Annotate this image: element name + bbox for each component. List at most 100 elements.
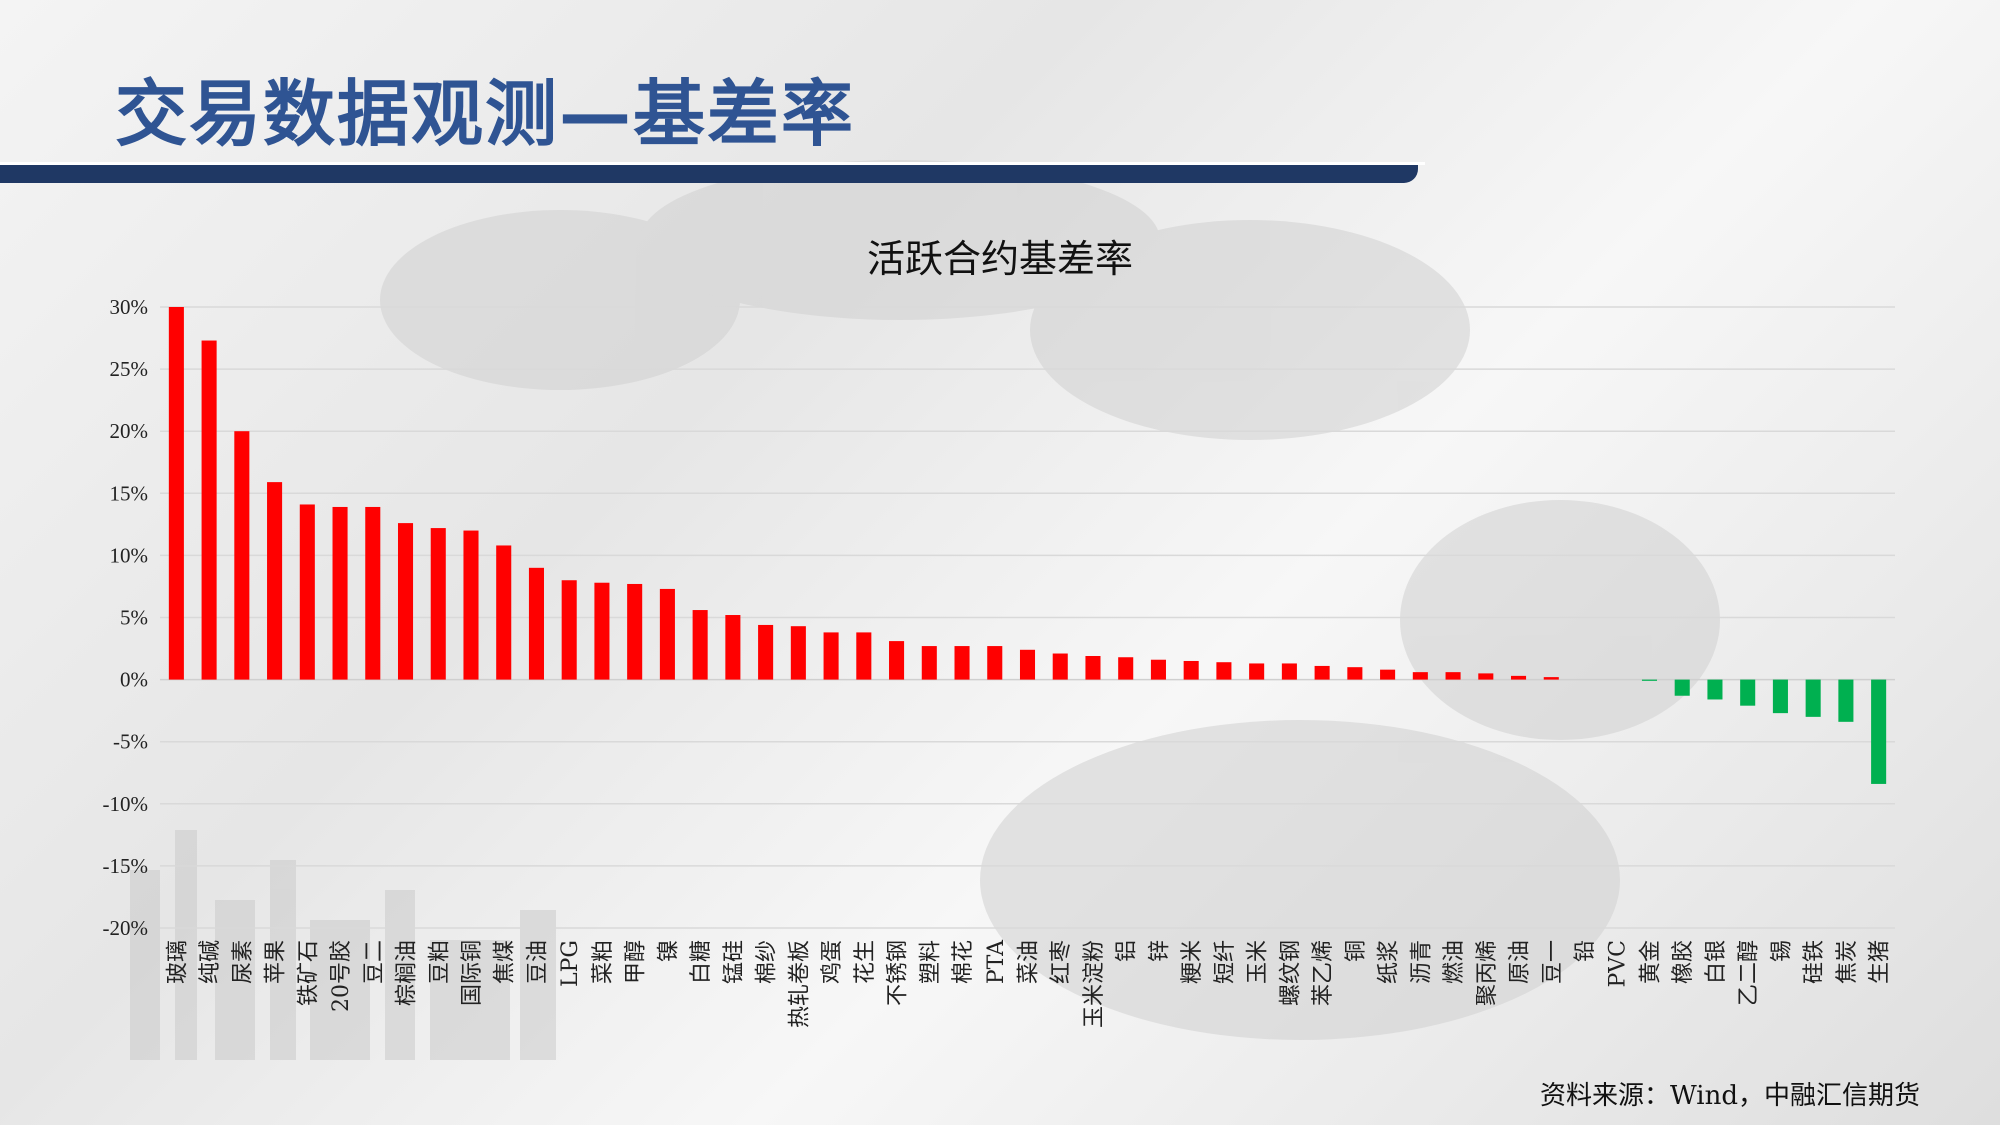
bar-焦炭	[1838, 679, 1854, 722]
x-tick-label: 不锈钢	[886, 940, 911, 1006]
bar-纸浆	[1380, 669, 1396, 680]
y-tick-label: 5%	[120, 606, 148, 630]
y-tick-label: -20%	[103, 916, 149, 940]
bar-硅铁	[1805, 679, 1821, 717]
bar-豆粕	[430, 528, 446, 680]
x-tick-label: 苹果	[264, 940, 289, 984]
x-tick-label: 焦煤	[493, 940, 518, 984]
x-tick-label: 玻璃	[165, 940, 190, 984]
bar-LPG	[561, 580, 577, 680]
bar-沥青	[1412, 672, 1428, 680]
bar-豆二	[365, 506, 381, 680]
title-underline-bar	[0, 165, 1418, 183]
bar-橡胶	[1674, 679, 1690, 696]
bar-生猪	[1871, 679, 1887, 784]
x-tick-label: 棉花	[951, 940, 976, 984]
x-tick-label: 豆二	[362, 940, 387, 984]
y-tick-label: 10%	[110, 543, 149, 567]
x-tick-label: 棉纱	[755, 940, 780, 984]
bar-铜	[1347, 667, 1363, 680]
y-tick-label: -15%	[103, 854, 149, 878]
bar-菜粕	[594, 582, 610, 680]
x-tick-label: 尿素	[231, 940, 256, 984]
bar-原油	[1511, 675, 1527, 680]
y-tick-label: -5%	[113, 730, 148, 754]
bar-苹果	[267, 482, 283, 680]
bar-棕榈油	[397, 523, 414, 680]
x-tick-label: 铝	[1115, 940, 1140, 962]
bar-粳米	[1183, 660, 1199, 680]
x-tick-label: 沥青	[1409, 940, 1434, 984]
bar-镍	[659, 588, 675, 680]
x-tick-label: 生猪	[1868, 940, 1893, 984]
x-tick-label: 螺纹钢	[1278, 940, 1303, 1006]
x-tick-label: 铁矿石	[296, 940, 321, 1006]
x-tick-label: 硅铁	[1802, 940, 1827, 984]
bar-白糖	[692, 610, 708, 680]
x-tick-label: 豆油	[525, 940, 550, 984]
x-tick-label: 短纤	[1213, 940, 1238, 984]
x-tick-label: 红枣	[1049, 940, 1074, 984]
bar-花生	[856, 632, 872, 680]
x-tick-label: 苯乙烯	[1311, 940, 1336, 1006]
bar-燃油	[1445, 672, 1461, 680]
bar-玉米淀粉	[1085, 656, 1101, 680]
bar-苯乙烯	[1314, 665, 1330, 680]
x-tick-label: 锡	[1769, 940, 1794, 962]
bar-豆一	[1543, 677, 1559, 680]
x-tick-label: 热轧卷板	[787, 940, 812, 1028]
bar-乙二醇	[1740, 679, 1756, 706]
x-tick-label: 玉米	[1246, 940, 1271, 984]
x-tick-label: 粳米	[1180, 940, 1205, 984]
y-tick-label: 0%	[120, 668, 148, 692]
bar-菜油	[1019, 649, 1036, 680]
bar-黄金	[1641, 679, 1658, 681]
page-title: 交易数据观测—基差率	[115, 72, 856, 156]
y-tick-label: 15%	[110, 481, 149, 505]
x-tick-label: 铅	[1573, 940, 1598, 962]
y-tick-label: 20%	[110, 419, 149, 443]
bar-铝	[1118, 657, 1134, 680]
bar-锡	[1772, 679, 1788, 714]
x-tick-label: 国际铜	[460, 940, 485, 1006]
x-tick-label: 原油	[1508, 940, 1533, 984]
bar-锌	[1150, 659, 1166, 680]
bar-PTA	[987, 646, 1003, 680]
x-tick-label: 棕榈油	[395, 940, 420, 1006]
bars	[168, 307, 1887, 784]
x-tick-label: 铜	[1344, 940, 1369, 962]
bar-纯碱	[201, 340, 217, 680]
bar-鸡蛋	[823, 632, 839, 680]
bar-螺纹钢	[1281, 663, 1297, 680]
bar-甲醇	[627, 583, 643, 680]
x-tick-label: 豆一	[1540, 940, 1565, 984]
bar-铁矿石	[299, 504, 315, 680]
bar-棉纱	[758, 624, 774, 680]
x-tick-label: 锰硅	[722, 940, 747, 984]
x-tick-label: 甲醇	[624, 940, 649, 984]
bar-聚丙烯	[1478, 673, 1494, 680]
bar-尿素	[234, 431, 250, 680]
x-axis-labels: 玻璃 纯碱 尿素 苹果 铁矿石 20号胶 豆二 棕榈油 豆粕 国际铜 焦煤 豆油 LPG 菜粕 甲醇镍白糖锰…	[165, 939, 1892, 1028]
bar-玻璃	[168, 307, 184, 680]
bar-20号胶	[332, 506, 348, 680]
bar-不锈钢	[889, 641, 905, 680]
x-tick-label: 豆粕	[427, 940, 452, 984]
bar-白银	[1707, 679, 1723, 700]
bar-塑料	[921, 646, 937, 680]
x-tick-label: 纯碱	[198, 940, 223, 984]
x-tick-label: 橡胶	[1671, 940, 1696, 984]
title-underline-highlight	[0, 162, 1425, 165]
x-tick-label: 20号胶	[329, 940, 354, 1012]
x-tick-label: PTA	[984, 939, 1009, 984]
chart-title: 活跃合约基差率	[866, 237, 1133, 281]
bar-豆油	[528, 567, 544, 680]
x-tick-label: 菜粕	[591, 940, 616, 984]
x-tick-label: 燃油	[1442, 940, 1467, 984]
source-note: 资料来源：Wind，中融汇信期货	[1540, 1081, 1920, 1111]
x-tick-label: 白糖	[689, 940, 714, 984]
x-tick-label: 纸浆	[1377, 940, 1402, 984]
x-tick-label: 乙二醇	[1737, 940, 1762, 1006]
